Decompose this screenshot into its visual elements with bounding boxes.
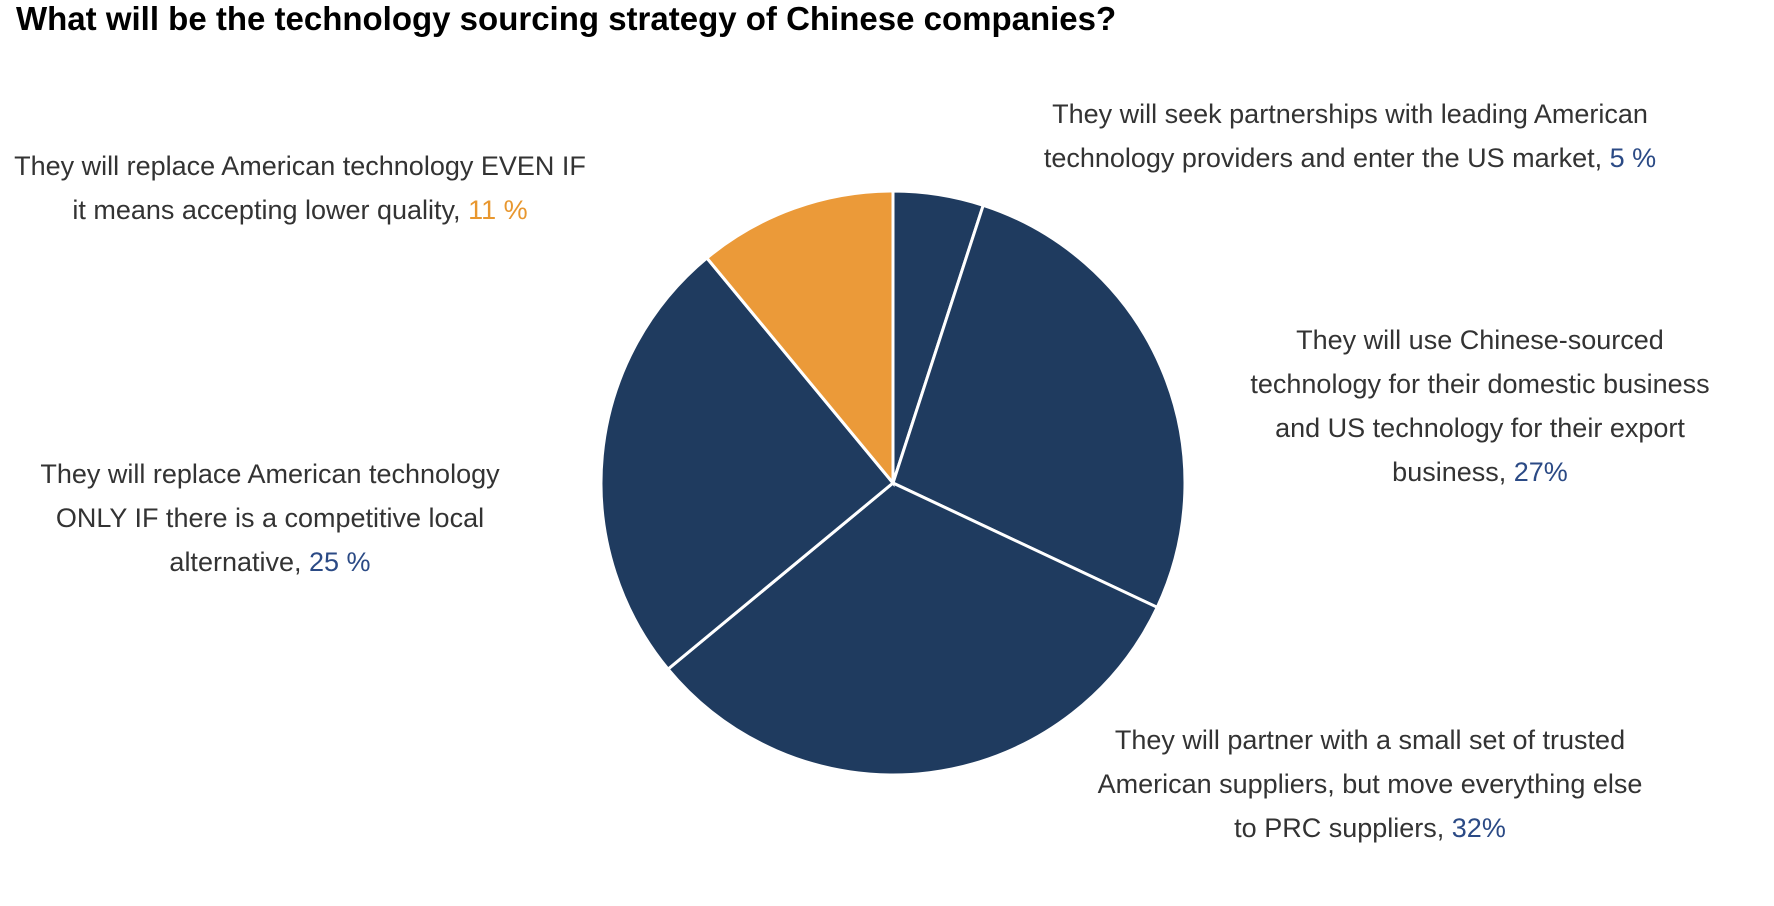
chart-title: What will be the technology sourcing str… — [16, 0, 1117, 37]
pie-slice-chinese-domestic-us-export — [891, 203, 1187, 610]
slice-value-label: 11 % — [468, 195, 528, 225]
slice-label-text: They will partner with a small set of tr… — [1097, 725, 1643, 843]
slice-value-label: 5 % — [1609, 143, 1657, 173]
slice-label-text: They will seek partnerships with leading… — [1043, 99, 1648, 173]
slice-label-text: They will replace American technology ON… — [40, 459, 500, 577]
pie-slice-replace-even-if-lower-quality — [704, 189, 895, 488]
pie-slice-small-set-trusted-suppliers — [665, 481, 1160, 777]
slice-label-small-set-trusted-suppliers: They will partner with a small set of tr… — [1090, 718, 1650, 850]
slice-label-text: They will use Chinese-sourced technology… — [1250, 325, 1710, 487]
pie-slice-replace-only-if-alternative — [599, 255, 896, 672]
slice-label-chinese-domestic-us-export: They will use Chinese-sourced technology… — [1240, 318, 1720, 494]
slice-label-replace-even-if-lower-quality: They will replace American technology EV… — [10, 144, 590, 232]
slice-label-seek-partnerships: They will seek partnerships with leading… — [990, 92, 1710, 180]
slice-value-label: 32% — [1451, 813, 1506, 843]
slice-label-replace-only-if-alternative: They will replace American technology ON… — [40, 452, 500, 584]
slice-value-label: 25 % — [309, 547, 371, 577]
slice-value-label: 27% — [1513, 457, 1568, 487]
slice-label-text: They will replace American technology EV… — [14, 151, 586, 225]
